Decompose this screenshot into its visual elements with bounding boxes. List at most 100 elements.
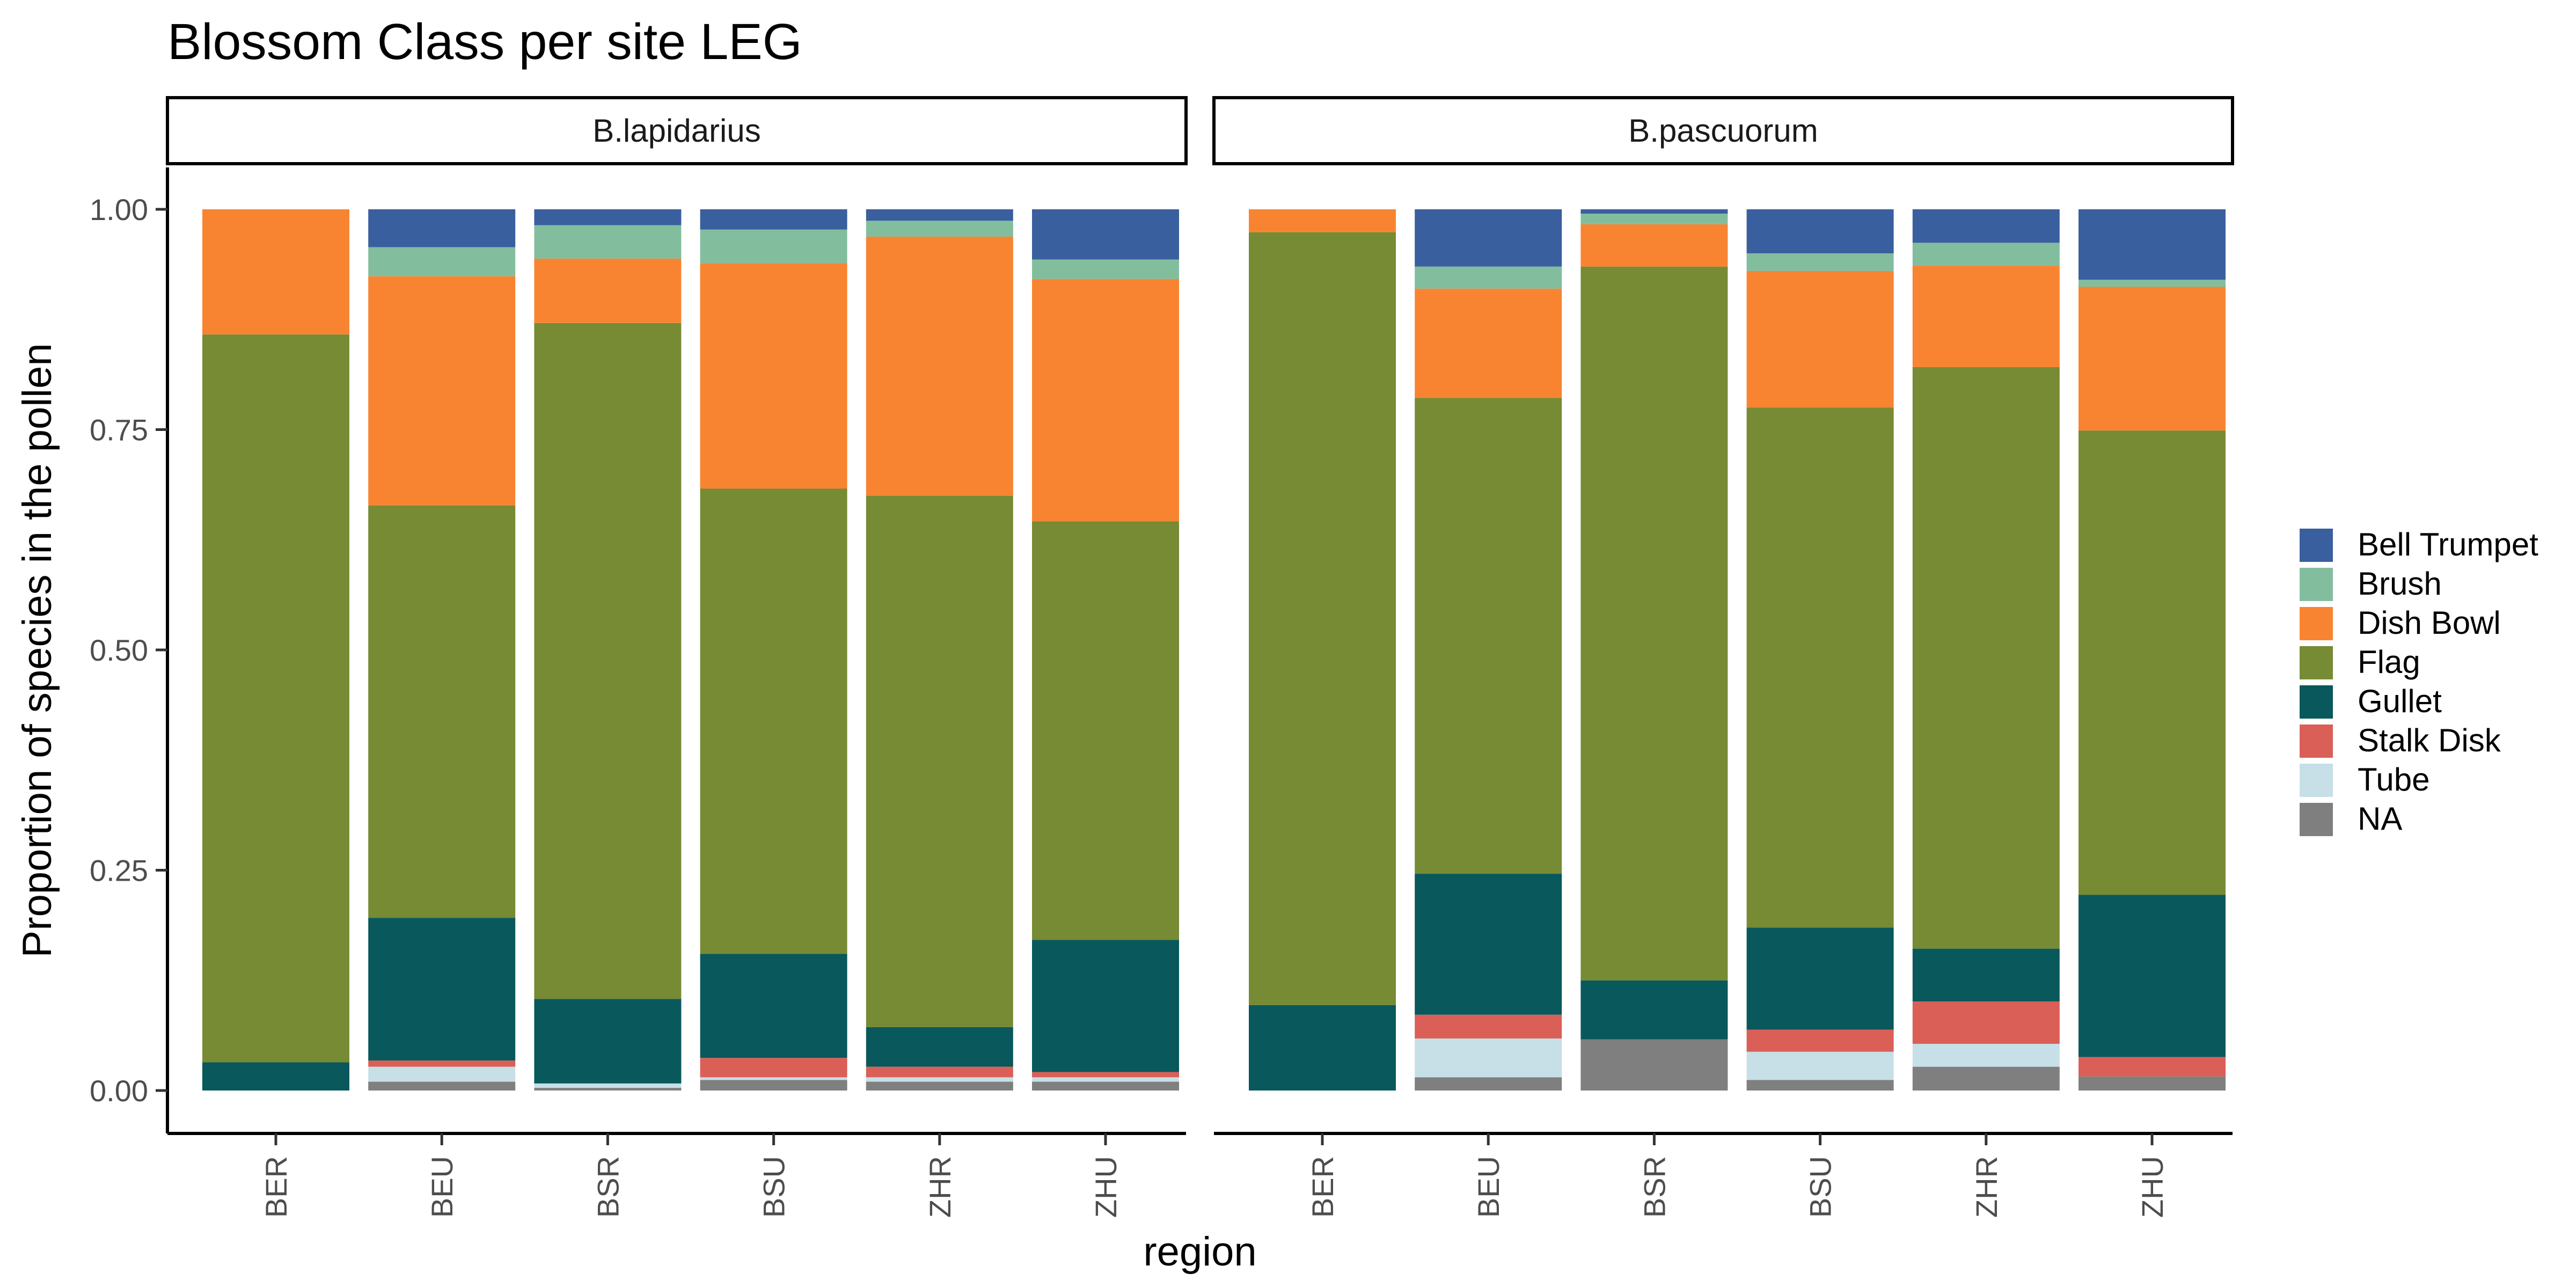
bar-segment-0-BER-Flag	[202, 334, 349, 1063]
legend-label-Gullet: Gullet	[2358, 683, 2442, 719]
x-tick-label-0-1: BEU	[425, 1156, 459, 1218]
legend-key-Flag	[2300, 646, 2333, 679]
bar-segment-1-BSR-NA	[1580, 1039, 1728, 1091]
y-tick-label-1: 0.25	[90, 854, 148, 888]
y-tick-label-4: 1.00	[90, 193, 148, 226]
bar-segment-1-BSU-NA	[1746, 1080, 1894, 1091]
bar-segment-1-ZHU-Stalk-Disk	[2079, 1057, 2226, 1077]
x-tick-label-0-5: ZHU	[1089, 1156, 1123, 1218]
x-tick-label-1-2: BSR	[1637, 1156, 1671, 1218]
bar-segment-0-BEU-Stalk-Disk	[368, 1060, 516, 1067]
bar-segment-1-BSU-Gullet	[1746, 927, 1894, 1030]
bar-segment-0-BSR-Brush	[534, 225, 682, 259]
x-tick-label-0-4: ZHR	[923, 1156, 957, 1218]
bar-segment-0-ZHU-Tube	[1032, 1077, 1179, 1082]
bar-segment-1-ZHR-Brush	[1912, 243, 2060, 266]
bar-segment-1-BSR-Dish-Bowl	[1580, 224, 1728, 267]
bar-segment-0-BEU-Brush	[368, 247, 516, 276]
legend-label-Brush: Brush	[2358, 566, 2442, 602]
bar-segment-0-BSR-NA	[534, 1088, 682, 1091]
x-tick-label-1-4: ZHR	[1970, 1156, 2003, 1218]
y-tick-label-0: 0.00	[90, 1074, 148, 1108]
bar-segment-0-ZHU-Dish-Bowl	[1032, 279, 1179, 522]
legend-label-Tube: Tube	[2358, 762, 2430, 797]
bar-segment-1-BEU-Brush	[1415, 266, 1562, 289]
bar-segment-0-BER-Dish-Bowl	[202, 209, 349, 335]
bar-segment-1-BER-Gullet	[1249, 1005, 1396, 1091]
bar-segment-1-BEU-NA	[1415, 1077, 1562, 1091]
bar-segment-0-BEU-Bell-Trumpet	[368, 209, 516, 247]
bar-segment-0-BSU-Stalk-Disk	[700, 1058, 847, 1078]
bar-segment-1-ZHR-Bell-Trumpet	[1912, 209, 2060, 243]
bar-segment-1-BSU-Stalk-Disk	[1746, 1029, 1894, 1052]
bar-segment-1-ZHU-Flag	[2079, 430, 2226, 895]
bar-segment-0-ZHU-NA	[1032, 1081, 1179, 1091]
legend-label-Bell-Trumpet: Bell Trumpet	[2358, 526, 2538, 562]
legend-key-Bell-Trumpet	[2300, 529, 2333, 562]
bar-segment-1-ZHR-NA	[1912, 1066, 2060, 1091]
bar-segment-0-ZHR-Bell-Trumpet	[866, 209, 1013, 221]
bar-segment-0-ZHR-Brush	[866, 221, 1013, 237]
bar-segment-0-ZHR-Stalk-Disk	[866, 1066, 1013, 1078]
x-tick-label-0-0: BER	[259, 1156, 293, 1218]
y-axis-title: Proportion of species in the pollen	[14, 343, 60, 958]
bar-segment-0-BEU-Tube	[368, 1066, 516, 1082]
bar-segment-0-BER-Gullet	[202, 1062, 349, 1091]
bar-segment-0-BSU-Bell-Trumpet	[700, 209, 847, 230]
bar-segment-1-ZHU-Gullet	[2079, 895, 2226, 1057]
bar-segment-1-BSR-Brush	[1580, 214, 1728, 224]
bar-segment-1-BEU-Gullet	[1415, 874, 1562, 1015]
bar-segment-1-BEU-Flag	[1415, 398, 1562, 874]
bar-segment-0-BSU-Dish-Bowl	[700, 263, 847, 489]
panel-0: B.lapidarius BER BEU BSR BSU ZHR ZHU	[166, 96, 1188, 1218]
y-tick-label-3: 0.75	[90, 413, 148, 447]
bar-segment-0-BSR-Dish-Bowl	[534, 258, 682, 323]
bar-segment-0-BSR-Gullet	[534, 999, 682, 1084]
legend-label-Dish-Bowl: Dish Bowl	[2358, 605, 2501, 641]
bar-segment-0-ZHR-Tube	[866, 1077, 1013, 1082]
bar-segment-1-ZHU-NA	[2079, 1076, 2226, 1091]
bar-segment-1-BSU-Brush	[1746, 253, 1894, 271]
bar-segment-0-BSR-Bell-Trumpet	[534, 209, 682, 225]
facet-strip-label-1: B.pascuorum	[1628, 113, 1818, 149]
x-tick-label-1-1: BEU	[1472, 1156, 1505, 1218]
legend-label-Stalk-Disk: Stalk Disk	[2358, 722, 2501, 758]
x-tick-label-0-2: BSR	[591, 1156, 625, 1218]
bar-segment-1-BER-Dish-Bowl	[1249, 209, 1396, 232]
legend-key-NA	[2300, 803, 2333, 836]
legend-key-Gullet	[2300, 685, 2333, 719]
bar-segment-0-BSR-Flag	[534, 323, 682, 999]
bar-segment-1-BEU-Dish-Bowl	[1415, 288, 1562, 398]
bar-segment-0-ZHR-Gullet	[866, 1027, 1013, 1067]
bar-segment-0-BEU-Gullet	[368, 918, 516, 1061]
bar-segment-1-ZHR-Flag	[1912, 367, 2060, 949]
legend-key-Dish-Bowl	[2300, 607, 2333, 640]
bar-segment-1-BSR-Bell-Trumpet	[1580, 209, 1728, 214]
legend-key-Brush	[2300, 568, 2333, 601]
bar-segment-0-ZHR-NA	[866, 1081, 1013, 1091]
bar-segment-1-BSU-Flag	[1746, 407, 1894, 928]
bar-segment-0-BEU-Dish-Bowl	[368, 276, 516, 506]
bar-segment-0-BEU-NA	[368, 1081, 516, 1091]
bar-segment-0-BSU-NA	[700, 1080, 847, 1091]
bar-segment-0-BSR-Tube	[534, 1083, 682, 1088]
facet-strip-0	[166, 96, 1188, 165]
bar-segment-0-ZHR-Flag	[866, 495, 1013, 1027]
bar-segment-1-BEU-Stalk-Disk	[1415, 1014, 1562, 1039]
bar-segment-0-BSU-Tube	[700, 1077, 847, 1080]
bar-segment-1-ZHR-Gullet	[1912, 948, 2060, 1002]
bar-segment-1-ZHR-Stalk-Disk	[1912, 1001, 2060, 1044]
x-tick-label-1-3: BSU	[1804, 1156, 1838, 1218]
x-tick-label-1-5: ZHU	[2135, 1156, 2169, 1218]
bar-segment-1-BSU-Dish-Bowl	[1746, 270, 1894, 408]
facet-strip-1	[1212, 96, 2234, 165]
bar-segment-1-ZHU-Dish-Bowl	[2079, 287, 2226, 431]
bar-segment-1-BSU-Tube	[1746, 1051, 1894, 1080]
bar-segment-1-BER-Flag	[1249, 232, 1396, 1005]
y-tick-label-2: 0.50	[90, 633, 148, 667]
bar-segment-1-ZHR-Dish-Bowl	[1912, 266, 2060, 367]
bar-segment-1-BSR-Flag	[1580, 266, 1728, 980]
